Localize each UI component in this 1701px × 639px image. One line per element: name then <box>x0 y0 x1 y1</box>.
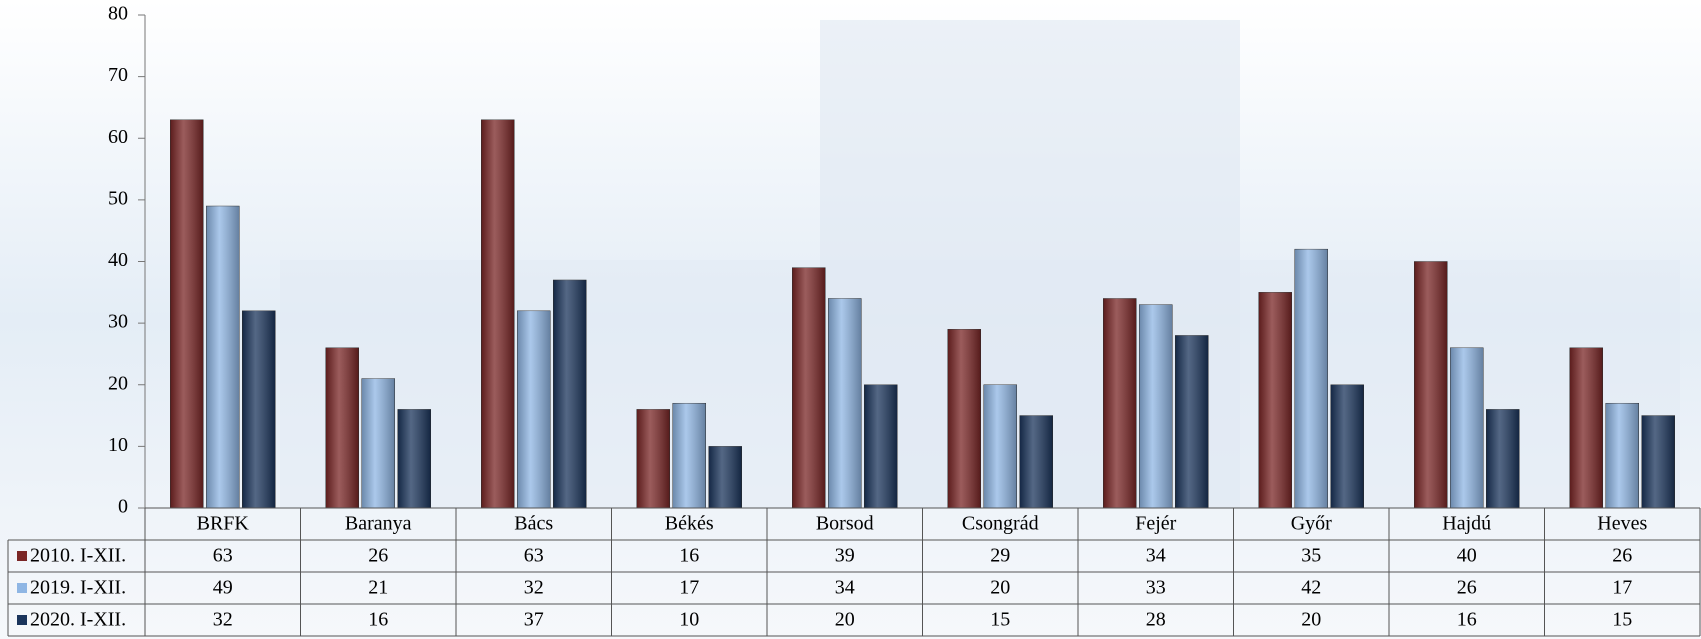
table-value: 10 <box>679 609 699 631</box>
bar-shine <box>1450 347 1484 508</box>
table-value: 49 <box>213 577 233 599</box>
bar-shine <box>553 279 587 508</box>
y-tick-label: 40 <box>108 249 128 271</box>
bar-shine <box>242 310 276 508</box>
legend-label: 2019. I-XII. <box>30 577 126 599</box>
table-value: 29 <box>990 545 1010 567</box>
table-value: 63 <box>524 545 544 567</box>
y-tick-label: 50 <box>108 187 128 209</box>
table-value: 16 <box>368 609 388 631</box>
x-tick-label: Borsod <box>816 513 874 535</box>
table-value: 16 <box>1457 609 1477 631</box>
y-tick-label: 20 <box>108 372 128 394</box>
table-value: 26 <box>1612 545 1632 567</box>
legend-key <box>17 551 27 561</box>
legend-key <box>17 615 27 625</box>
table-value: 15 <box>1612 609 1632 631</box>
legend-label: 2020. I-XII. <box>30 609 126 631</box>
bar-shine <box>1605 403 1639 508</box>
bar-shine <box>397 409 431 508</box>
y-tick-label: 70 <box>108 64 128 86</box>
bar-shine <box>206 206 240 508</box>
bar-shine <box>792 267 826 508</box>
bar-shine <box>1330 384 1364 508</box>
y-tick-label: 0 <box>118 496 128 518</box>
legend-label: 2010. I-XII. <box>30 545 126 567</box>
y-tick-label: 30 <box>108 311 128 333</box>
bar-shine <box>1175 335 1209 508</box>
x-tick-label: Békés <box>665 513 714 535</box>
bar-shine <box>1569 347 1603 508</box>
legend-key <box>17 583 27 593</box>
table-value: 17 <box>679 577 699 599</box>
bar-shine <box>1414 261 1448 508</box>
table-value: 34 <box>835 577 855 599</box>
bar-shine <box>1019 415 1053 508</box>
bar-shine <box>1486 409 1520 508</box>
table-value: 16 <box>679 545 699 567</box>
table-value: 39 <box>835 545 855 567</box>
y-tick-label: 80 <box>108 3 128 25</box>
table-value: 26 <box>368 545 388 567</box>
bar-shine <box>481 119 515 508</box>
bar-shine <box>517 310 551 508</box>
bar-shine <box>636 409 670 508</box>
table-value: 33 <box>1146 577 1166 599</box>
x-tick-label: BRFK <box>197 513 250 535</box>
table-value: 17 <box>1612 577 1632 599</box>
x-tick-label: Baranya <box>345 513 412 535</box>
table-value: 32 <box>524 577 544 599</box>
bar-shine <box>170 119 204 508</box>
bar-shine <box>672 403 706 508</box>
bar-shine <box>828 298 862 508</box>
x-tick-label: Heves <box>1597 513 1647 535</box>
table-value: 63 <box>213 545 233 567</box>
table-value: 20 <box>835 609 855 631</box>
bar-shine <box>325 347 359 508</box>
table-value: 35 <box>1301 545 1321 567</box>
bar-shine <box>864 384 898 508</box>
table-value: 15 <box>990 609 1010 631</box>
bar-shine <box>1294 249 1328 509</box>
y-tick-label: 60 <box>108 126 128 148</box>
table-value: 40 <box>1457 545 1477 567</box>
table-value: 42 <box>1301 577 1321 599</box>
table-value: 32 <box>213 609 233 631</box>
bar-shine <box>361 378 395 508</box>
bar-shine <box>1139 304 1173 508</box>
bar-shine <box>983 384 1017 508</box>
table-value: 37 <box>524 609 544 631</box>
table-value: 20 <box>1301 609 1321 631</box>
table-value: 21 <box>368 577 388 599</box>
bar-shine <box>708 446 742 508</box>
bar-shine <box>1103 298 1137 508</box>
table-value: 26 <box>1457 577 1477 599</box>
x-tick-label: Győr <box>1291 513 1332 535</box>
x-tick-label: Csongrád <box>962 513 1039 535</box>
y-tick-label: 10 <box>108 434 128 456</box>
table-value: 34 <box>1146 545 1166 567</box>
bar-shine <box>1258 292 1292 508</box>
table-value: 20 <box>990 577 1010 599</box>
table-value: 28 <box>1146 609 1166 631</box>
bar-shine <box>947 329 981 508</box>
x-tick-label: Hajdú <box>1442 513 1491 535</box>
x-tick-label: Bács <box>514 513 553 535</box>
x-tick-label: Fejér <box>1135 513 1176 535</box>
bar-shine <box>1641 415 1675 508</box>
